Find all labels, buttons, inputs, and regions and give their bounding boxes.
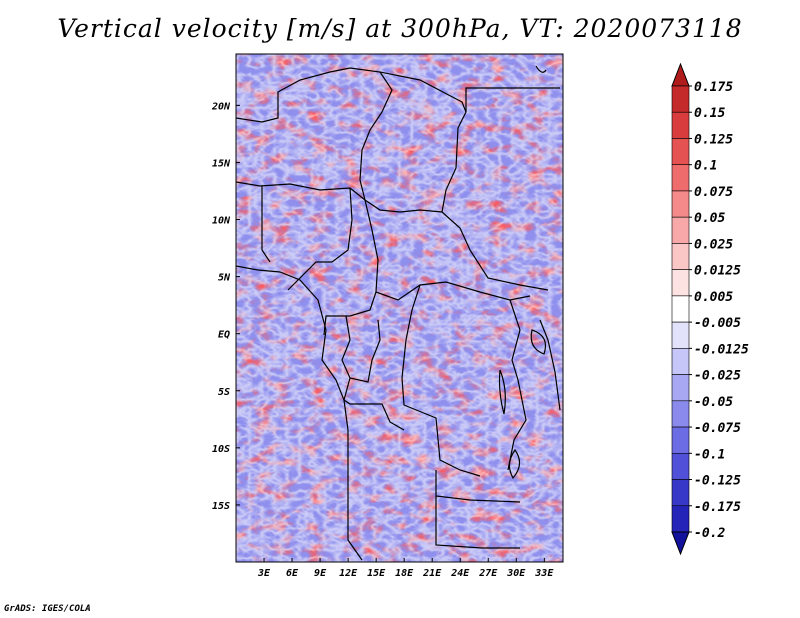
x-tick-label: 18E — [395, 568, 414, 579]
colorbar-label: 0.0125 — [694, 264, 741, 279]
map-area — [236, 54, 563, 562]
country-borders — [236, 67, 561, 561]
x-tick-label: 27E — [478, 568, 498, 579]
y-tick-label: 10N — [212, 216, 231, 227]
colorbar-swatch — [671, 321, 690, 349]
y-tick-label: 15S — [212, 501, 230, 512]
colorbar-label: -0.125 — [694, 474, 741, 489]
x-tick-label: 12E — [339, 568, 358, 579]
colorbar-swatch — [671, 479, 690, 507]
x-axis: 3E 6E 9E 12E 15E 18E 21E 24E 27E 30E 33E — [257, 558, 554, 579]
colorbar-label: 0.175 — [694, 80, 733, 95]
colorbar-label: -0.2 — [694, 526, 725, 541]
y-tick-label: 5S — [218, 387, 230, 398]
x-tick-label: 30E — [506, 568, 526, 579]
colorbar-swatch — [671, 400, 690, 428]
colorbar-swatch — [671, 295, 690, 323]
colorbar: 0.175 0.15 0.125 0.1 0.075 0.05 0.025 0.0125 0.0… — [671, 62, 749, 556]
x-tick-label: 6E — [286, 568, 299, 579]
colorbar-swatch — [671, 374, 690, 402]
colorbar-label: -0.005 — [694, 316, 741, 331]
colorbar-swatch — [671, 164, 690, 192]
near-zero-velocity-field — [236, 54, 563, 562]
y-tick-label: 5N — [218, 273, 231, 284]
x-tick-label: 21E — [422, 568, 442, 579]
colorbar-swatch — [671, 190, 690, 218]
colorbar-label: -0.1 — [694, 447, 725, 462]
y-tick-label: EQ — [218, 330, 230, 341]
colorbar-label: 0.05 — [694, 211, 725, 226]
colorbar-label: -0.05 — [694, 395, 733, 410]
y-axis: 20N 15N 10N 5N EQ 5S 10S 15S — [211, 101, 240, 512]
colorbar-label: -0.075 — [694, 421, 741, 436]
colorbar-swatch — [671, 348, 690, 375]
colorbar-swatch — [671, 138, 690, 166]
colorbar-label: -0.175 — [694, 500, 741, 515]
colorbar-label: -0.025 — [694, 369, 741, 384]
colorbar-label: 0.025 — [694, 237, 733, 252]
x-tick-label: 9E — [314, 568, 327, 579]
colorbar-swatch — [671, 269, 690, 297]
colorbar-label: 0.005 — [694, 290, 733, 305]
x-tick-label: 3E — [257, 568, 271, 579]
grads-credit: GrADS: IGES/COLA — [4, 604, 91, 614]
colorbar-label: 0.125 — [694, 132, 733, 147]
lakes — [498, 65, 547, 480]
colorbar-swatch — [671, 531, 690, 556]
colorbar-label: -0.0125 — [694, 342, 749, 357]
colorbar-swatch — [671, 243, 690, 270]
y-tick-label: 10S — [212, 444, 230, 455]
colorbar-swatch — [671, 111, 690, 139]
x-tick-label: 15E — [367, 568, 386, 579]
colorbar-swatch — [671, 85, 690, 113]
colorbar-swatch — [671, 505, 690, 533]
page-title: Vertical velocity [m/s] at 300hPa, VT: 2… — [57, 14, 743, 43]
colorbar-swatch — [671, 62, 690, 87]
x-tick-label: 33E — [534, 568, 554, 579]
y-tick-label: 20N — [211, 101, 231, 112]
x-tick-label: 24E — [450, 568, 470, 579]
map-frame — [235, 53, 564, 563]
colorbar-swatch — [671, 216, 690, 244]
colorbar-label: 0.15 — [694, 106, 725, 121]
colorbar-swatch — [671, 426, 690, 454]
colorbar-label: 0.075 — [694, 185, 733, 200]
y-tick-label: 15N — [212, 158, 231, 169]
colorbar-swatch — [671, 452, 690, 480]
colorbar-label: 0.1 — [694, 159, 717, 174]
